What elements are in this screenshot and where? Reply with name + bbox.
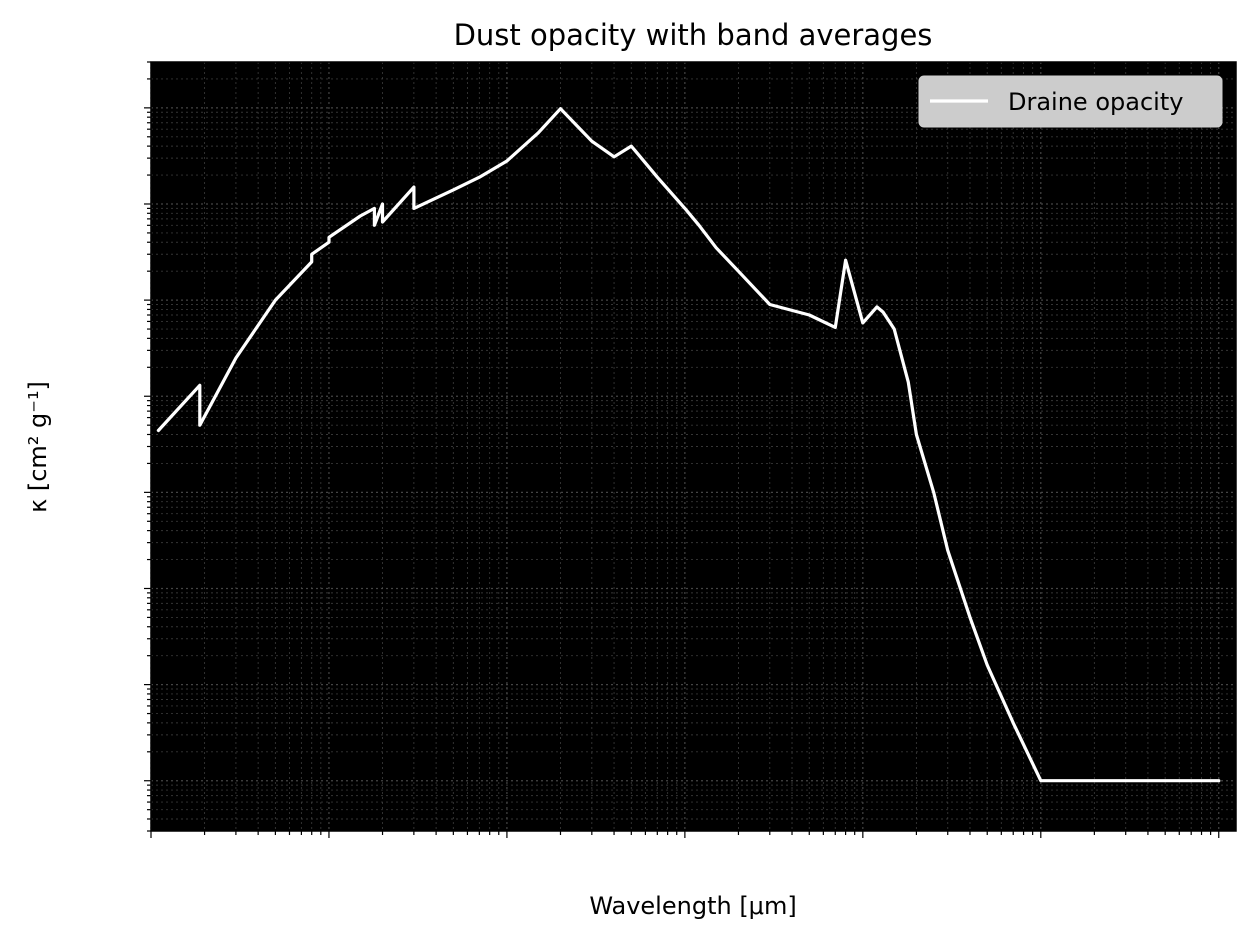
chart-title: Dust opacity with band averages [454,18,933,52]
plot-area [151,62,1236,831]
legend: Draine opacity [918,75,1223,128]
series-line-draine-opacity [156,107,1221,783]
y-axis-label: κ [cm² g⁻¹] [24,381,52,513]
legend-label-draine-opacity: Draine opacity [1008,88,1183,116]
grid-lines [150,61,1236,832]
plot-frame [150,61,1237,832]
x-axis-label: Wavelength [μm] [589,892,796,920]
legend-box [918,75,1223,128]
